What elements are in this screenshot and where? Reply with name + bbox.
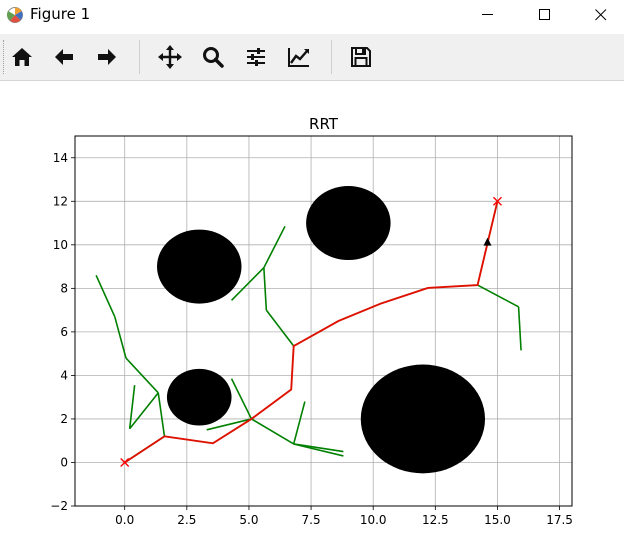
x-tick-label: 12.5 [422,513,449,527]
path-line [124,201,499,464]
y-tick-label: 2 [60,412,68,426]
tree-edge [128,385,136,429]
tree-edge [251,418,295,445]
x-tick-label: 10.0 [360,513,387,527]
tree-edge [157,392,166,437]
triangle-marker [483,237,492,246]
obstacle-circle [157,229,242,304]
back-arrow-icon [55,49,73,65]
start-marker [120,457,130,467]
save-button[interactable] [347,43,375,71]
maximize-button[interactable] [522,0,568,30]
tree-edge [129,392,159,430]
matplotlib-icon [7,7,23,23]
edit-axes-button[interactable] [285,43,313,71]
tree-edge [113,316,127,359]
zoom-button[interactable] [199,43,227,71]
tree-edge [230,267,265,301]
obstacle-circle [306,186,391,261]
toolbar-separator [331,40,332,74]
y-tick-label: 10 [53,238,68,252]
minimize-icon [482,14,493,15]
subplots-button[interactable] [242,43,270,71]
sliders-icon [247,48,265,66]
home-button[interactable] [8,43,36,71]
y-tick-label: 6 [60,325,68,339]
tree-edge [265,309,295,347]
x-tick-label: 5.0 [239,513,258,527]
save-icon [351,47,371,67]
title-bar: Figure 1 [0,0,624,30]
zoom-icon [203,47,224,68]
toolbar-separator [139,40,140,74]
axes-frame [74,135,573,507]
x-tick-label: 17.5 [546,513,573,527]
tree-edge [230,378,253,420]
y-tick-label: 12 [53,194,68,208]
forward-arrow-icon [98,49,116,65]
tree-edge [292,401,306,445]
x-tick-label: 7.5 [302,513,321,527]
home-icon [12,48,32,66]
figure-canvas[interactable]: 0.0 2.5 5.0 7.5 10.0 12.5 15.0 17.5 −2 0 2 4 6 8 10 12 1… [0,81,624,542]
tree-edge [263,225,286,269]
back-button[interactable] [50,43,78,71]
y-tick-label: 0 [60,455,68,469]
maximize-icon [539,9,550,20]
x-tick-label: 0.0 [115,513,134,527]
minimize-button[interactable] [465,0,511,30]
tree-edge [517,306,522,351]
y-tick-label: 8 [60,281,68,295]
chart-title: RRT [309,115,339,133]
close-icon [595,9,607,21]
rrt-plot: 0.0 2.5 5.0 7.5 10.0 12.5 15.0 17.5 −2 0 2 4 6 8 10 12 1… [50,115,573,527]
chart-edit-icon [288,48,309,67]
toolbar-grip [3,40,7,74]
forward-button[interactable] [93,43,121,71]
close-button[interactable] [578,0,624,30]
goal-marker [492,196,502,206]
navigation-toolbar [0,34,624,81]
tree-edge [206,418,252,431]
y-tick-label: −2 [50,499,68,513]
pan-button[interactable] [156,43,184,71]
x-tick-label: 2.5 [177,513,196,527]
tree-edge [95,274,116,317]
y-tick-label: 14 [53,151,68,165]
obstacle-circle [166,368,232,426]
x-tick-label: 15.0 [484,513,511,527]
move-icon [158,45,182,69]
y-tick-label: 4 [60,368,68,382]
tree-edge [125,357,159,394]
goal-marker-stroke [492,196,502,206]
window-title: Figure 1 [30,5,91,23]
tree-edge [477,284,519,308]
obstacle-circle [360,364,486,474]
tree-edge [293,443,344,453]
tree-edge [263,267,268,311]
start-marker-stroke [120,457,130,467]
